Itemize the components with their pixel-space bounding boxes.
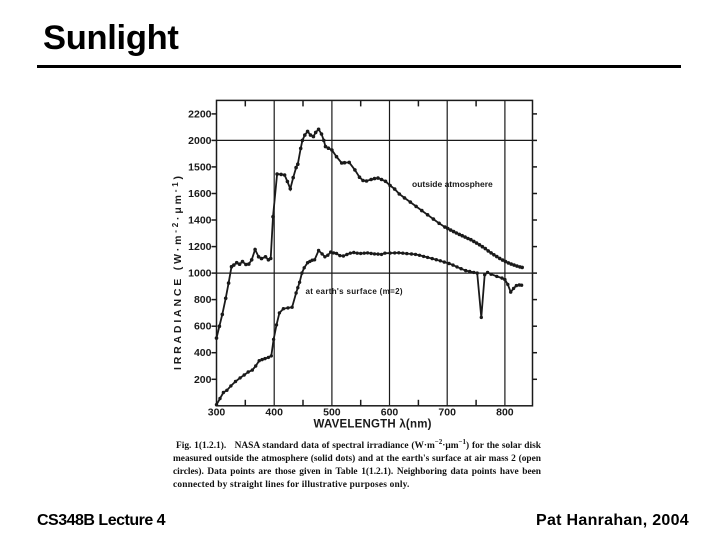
svg-text:1200: 1200 [188,241,212,253]
svg-text:1600: 1600 [188,188,212,200]
svg-text:400: 400 [265,407,283,419]
svg-text:500: 500 [323,407,341,419]
svg-text:700: 700 [438,407,456,419]
svg-text:600: 600 [381,407,399,419]
svg-text:1400: 1400 [188,215,212,227]
svg-text:1500: 1500 [188,161,212,173]
svg-text:300: 300 [208,407,226,419]
svg-text:600: 600 [194,321,212,333]
svg-text:IRRADIANCE (W·m-2·μm-1): IRRADIANCE (W·m-2·μm-1) [171,176,184,370]
svg-text:WAVELENGTH λ(nm): WAVELENGTH λ(nm) [314,418,432,430]
svg-text:800: 800 [496,407,514,419]
svg-text:outside atmosphere: outside atmosphere [412,179,493,189]
svg-text:400: 400 [194,347,212,359]
svg-text:2200: 2200 [188,108,212,120]
svg-text:200: 200 [194,374,212,386]
svg-text:at earth's surface (m=2): at earth's surface (m=2) [306,287,403,296]
svg-text:2000: 2000 [188,135,212,147]
svg-text:800: 800 [194,294,212,306]
svg-text:1000: 1000 [188,268,212,280]
